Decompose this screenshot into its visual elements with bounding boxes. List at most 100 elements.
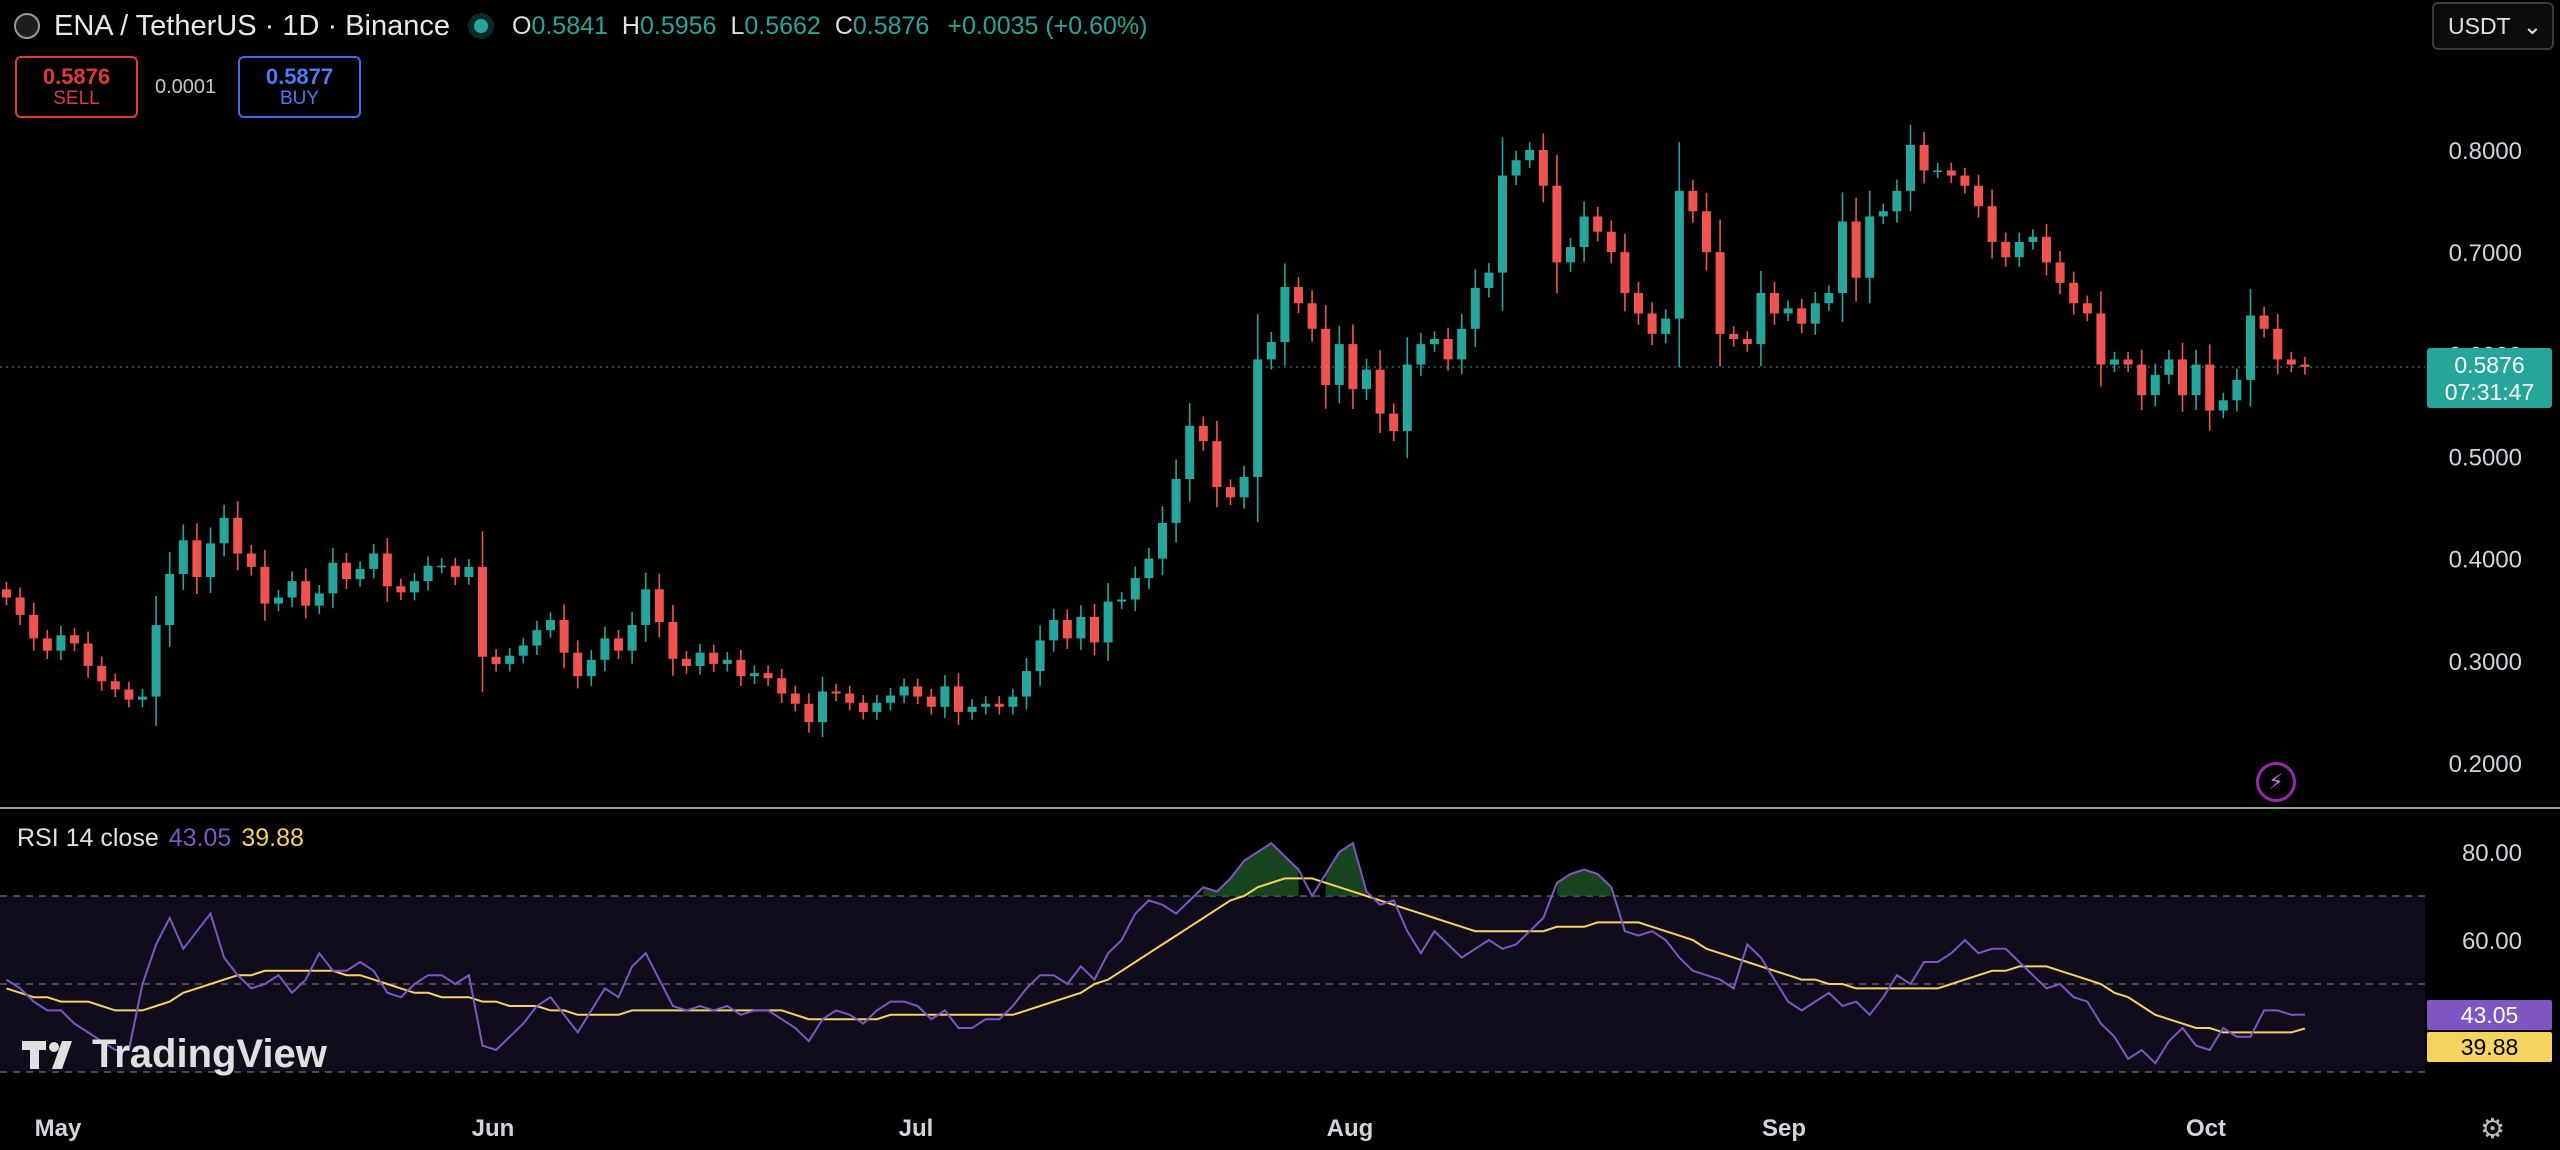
candle-body (1253, 359, 1263, 477)
candle-body (2123, 359, 2133, 365)
lightning-icon[interactable]: ⚡ (2256, 762, 2296, 802)
candle-body (858, 702, 868, 712)
candle-body (1144, 558, 1154, 579)
candle-body (559, 619, 569, 653)
low-value: 0.5662 (744, 11, 821, 40)
candle-body (2191, 364, 2201, 396)
candle-body (818, 691, 827, 723)
candle-body (2137, 364, 2147, 396)
candle-body (42, 638, 52, 651)
candle-body (1470, 287, 1480, 329)
candle-body (1457, 328, 1467, 360)
candle-body (1362, 369, 1371, 390)
candle-body (967, 706, 977, 712)
candle-body (314, 593, 324, 606)
candle-body (1960, 175, 1970, 186)
candle-body (1783, 308, 1793, 314)
price-pane[interactable] (0, 124, 2425, 737)
candle-body (1606, 231, 1616, 253)
candle-body (1878, 211, 1888, 217)
candle-body (29, 614, 39, 639)
candle-body (410, 581, 419, 593)
candle-body (940, 686, 950, 707)
candle-body (1715, 252, 1725, 334)
candle-body (831, 691, 841, 694)
candle-body (437, 565, 447, 568)
candle-body (1974, 185, 1983, 207)
spread-value: 0.0001 (155, 76, 217, 98)
candle-body (1090, 616, 1099, 643)
tradingview-logo-icon (22, 1040, 72, 1069)
candle-body (328, 562, 338, 594)
last-price-value: 0.5876 (2454, 352, 2525, 378)
candle-body (2164, 359, 2174, 375)
market-open-icon (473, 19, 488, 33)
candle-body (1171, 478, 1181, 523)
candle-body (1117, 599, 1127, 602)
candle-body (233, 517, 243, 554)
bar-countdown: 07:31:47 (2444, 379, 2535, 405)
price-tick-label: 0.5000 (2449, 445, 2522, 472)
candle-body (1810, 303, 1820, 324)
rsi-pane[interactable] (0, 841, 2425, 1073)
candle-body (1647, 313, 1657, 334)
sell-price: 0.5876 (42, 64, 111, 90)
candle-body (260, 566, 270, 604)
rsi-legend[interactable]: RSI 14 close 43.05 39.88 (17, 824, 304, 853)
buy-price: 0.5877 (265, 64, 334, 90)
candle-body (464, 566, 474, 578)
candle-body (1933, 170, 1943, 172)
buy-label: BUY (279, 87, 320, 109)
candle-body (1389, 413, 1399, 431)
candle-body (763, 673, 773, 679)
candle-body (1443, 339, 1453, 360)
candle-body (1226, 487, 1235, 498)
candle-body (532, 630, 542, 646)
candle-body (2042, 236, 2051, 263)
candle-body (301, 581, 311, 606)
price-tick-label: 0.8000 (2449, 138, 2522, 165)
buy-button[interactable]: 0.5877 BUY (238, 56, 361, 118)
candle-body (1851, 221, 1861, 278)
candle-body (1742, 339, 1752, 345)
candle-body (1770, 293, 1779, 314)
candle-body (641, 589, 651, 626)
sell-button[interactable]: 0.5876 SELL (15, 56, 138, 118)
candle-body (151, 625, 161, 697)
candle-body (1348, 344, 1358, 390)
candle-body (709, 652, 719, 664)
candle-body (2300, 364, 2310, 368)
candle-body (1334, 344, 1344, 385)
sell-label: SELL (53, 87, 100, 109)
open-value: 0.5841 (531, 11, 608, 40)
candle-body (586, 659, 596, 677)
candle-body (627, 625, 637, 651)
candle-body (1239, 476, 1249, 498)
candle-body (1620, 252, 1630, 294)
candle-body (110, 681, 120, 690)
gear-icon[interactable]: ⚙ (2480, 1113, 2506, 1144)
candle-body (478, 566, 487, 657)
currency-select[interactable]: USDT ⌄ (2432, 2, 2554, 50)
tradingview-logo[interactable]: TradingView (22, 1032, 327, 1077)
last-price-tag: 0.5876 07:31:47 (2427, 348, 2552, 408)
candle-body (2110, 359, 2119, 365)
symbol-title[interactable]: ENA / TetherUS · 1D · Binance (54, 9, 450, 42)
candle-body (1892, 190, 1902, 212)
candle-body (1212, 441, 1222, 488)
candle-body (1702, 211, 1711, 253)
candle-body (287, 581, 297, 598)
close-key: C (834, 11, 853, 40)
candle-body (1525, 150, 1535, 161)
rsi-value-tag: 43.05 (2427, 1000, 2552, 1030)
candle-body (654, 589, 664, 623)
chart-header: ENA / TetherUS · 1D · Binance O0.5841 H0… (14, 6, 1148, 46)
candle-body (1294, 286, 1303, 304)
time-tick-label: Aug (1327, 1115, 1374, 1142)
candle-body (682, 658, 691, 666)
candle-body (505, 655, 515, 664)
close-value: 0.5876 (852, 11, 930, 40)
rsi-ma-value-tag: 39.88 (2427, 1032, 2552, 1062)
candle-body (926, 696, 936, 707)
